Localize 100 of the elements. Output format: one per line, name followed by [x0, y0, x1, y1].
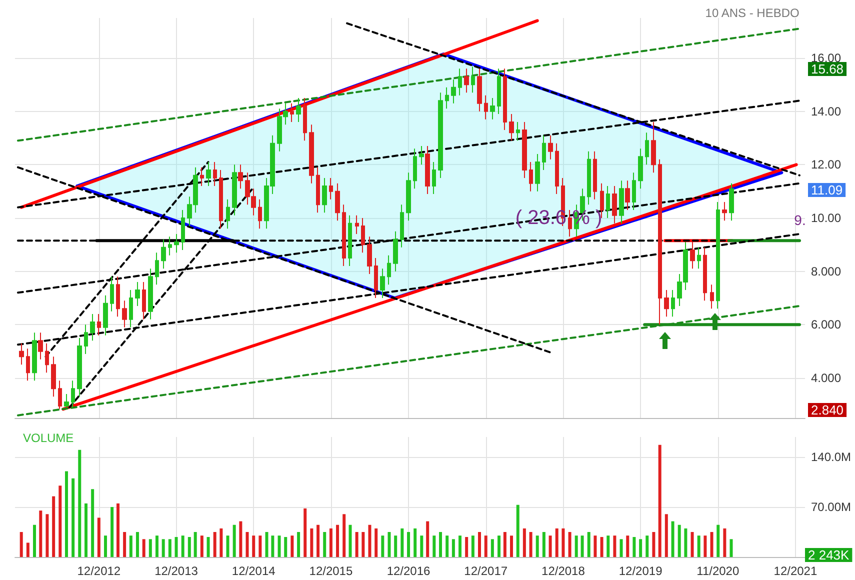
bar — [587, 532, 590, 557]
candlestick — [625, 180, 630, 210]
candlestick — [116, 276, 120, 318]
candlestick — [232, 164, 237, 216]
y-tick-label: 4.000 — [811, 371, 842, 385]
candlestick — [393, 230, 398, 272]
candlestick — [64, 394, 69, 408]
bar — [426, 521, 430, 557]
y-tick-label: 12.00 — [811, 158, 842, 172]
candlestick — [380, 268, 385, 298]
bar — [78, 450, 82, 557]
candlestick — [219, 170, 223, 230]
candlestick — [600, 182, 604, 218]
bar — [432, 536, 436, 557]
bar — [200, 536, 204, 557]
bar — [446, 536, 449, 557]
candlestick — [387, 254, 391, 286]
candlestick — [322, 178, 327, 214]
bar — [155, 536, 158, 557]
bar — [316, 524, 320, 557]
bar — [355, 532, 358, 557]
candlestick — [168, 236, 172, 256]
candlestick — [329, 178, 333, 200]
candlestick — [509, 114, 514, 142]
candlestick — [432, 162, 436, 194]
candlestick — [535, 154, 540, 192]
bar — [110, 507, 114, 557]
bar — [471, 536, 474, 557]
bar — [716, 524, 720, 557]
candlestick — [632, 172, 636, 210]
candlestick — [200, 166, 204, 186]
candlestick — [316, 166, 320, 214]
candlestick — [122, 300, 127, 328]
bar — [536, 536, 539, 557]
candlestick — [135, 282, 140, 306]
candlestick — [206, 162, 211, 186]
bar — [381, 536, 384, 557]
chart-subtitle: 10 ANS - HEBDO — [705, 6, 800, 20]
candlestick — [129, 290, 133, 328]
bar — [52, 496, 56, 557]
bar — [458, 536, 462, 557]
bar — [91, 489, 94, 557]
candlestick — [697, 246, 701, 270]
bar — [213, 532, 216, 557]
bar — [639, 539, 642, 557]
candlestick — [290, 102, 294, 122]
candlestick — [638, 148, 643, 190]
candlestick — [142, 282, 146, 320]
bar — [490, 539, 494, 557]
candlestick — [181, 210, 185, 250]
candlestick — [84, 324, 88, 354]
bar — [323, 532, 326, 557]
bar — [452, 539, 455, 557]
bar — [284, 537, 288, 557]
bar — [290, 536, 294, 557]
candlestick — [309, 124, 314, 184]
candlestick — [406, 172, 411, 222]
candlestick — [90, 314, 95, 342]
bar — [265, 532, 268, 557]
candlestick — [303, 98, 307, 142]
candlestick — [148, 268, 153, 320]
bar — [620, 539, 623, 557]
candlestick — [690, 242, 695, 270]
candlestick — [361, 218, 365, 254]
candlestick — [671, 290, 675, 318]
bar — [142, 539, 146, 557]
bar — [646, 536, 649, 557]
candlestick — [38, 332, 43, 360]
candlestick — [651, 122, 656, 174]
bar — [232, 524, 236, 557]
bar — [690, 532, 694, 557]
bar — [606, 536, 610, 557]
candlestick — [612, 186, 617, 224]
candlestick — [419, 146, 424, 166]
bar — [271, 536, 274, 557]
candlestick — [103, 294, 108, 336]
bar — [304, 508, 307, 557]
bar — [723, 528, 726, 557]
x-tick-label: 12/2018 — [542, 564, 586, 578]
bar — [226, 536, 230, 557]
candlestick — [438, 92, 443, 178]
candlestick — [522, 122, 527, 178]
bar — [697, 536, 700, 557]
candlestick — [458, 68, 462, 96]
bar — [542, 532, 546, 557]
bar — [239, 521, 242, 557]
candlestick — [593, 150, 597, 200]
bar — [658, 444, 662, 557]
bar — [510, 536, 514, 557]
candlestick — [213, 162, 217, 186]
candlestick — [58, 380, 62, 410]
candlestick — [548, 134, 553, 160]
candlestick — [367, 236, 372, 274]
bar — [368, 524, 372, 557]
candlestick — [45, 342, 49, 374]
bar — [20, 532, 23, 557]
candlestick — [587, 150, 591, 206]
bar — [684, 528, 688, 557]
bar — [484, 536, 488, 557]
bar — [704, 536, 707, 557]
